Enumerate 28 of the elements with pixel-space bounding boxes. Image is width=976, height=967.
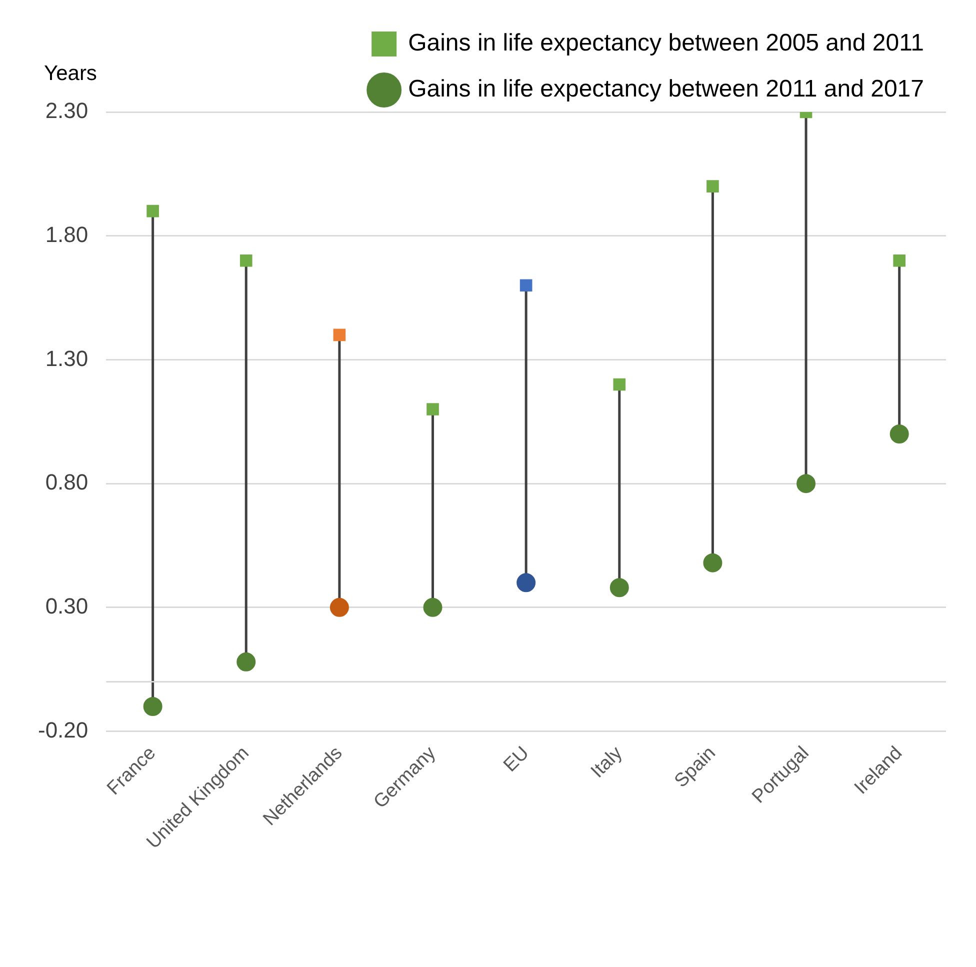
point bbox=[516, 573, 536, 592]
y-tick-label: 0.80 bbox=[45, 470, 88, 495]
point bbox=[703, 553, 722, 572]
y-tick-label: 1.80 bbox=[45, 222, 88, 247]
point bbox=[146, 204, 159, 218]
point bbox=[610, 578, 629, 598]
x-tick-label: EU bbox=[500, 742, 534, 776]
x-tick-label: Italy bbox=[587, 742, 627, 782]
point bbox=[330, 598, 349, 617]
y-tick-label: 0.30 bbox=[45, 593, 88, 618]
y-tick-label: -0.20 bbox=[38, 717, 88, 742]
legend-label: Gains in life expectancy between 2011 and 2017 bbox=[408, 76, 924, 103]
y-axis-title: Years bbox=[44, 62, 97, 86]
point bbox=[333, 328, 346, 342]
point bbox=[240, 254, 252, 267]
point bbox=[236, 652, 256, 672]
point bbox=[423, 598, 442, 617]
legend-label: Gains in life expectancy between 2005 and 2011 bbox=[408, 30, 924, 57]
point bbox=[520, 279, 532, 292]
point bbox=[706, 180, 719, 192]
point bbox=[890, 424, 909, 444]
y-tick-label: 2.30 bbox=[45, 98, 88, 124]
point bbox=[893, 254, 906, 267]
point bbox=[796, 474, 816, 494]
point bbox=[143, 697, 162, 716]
point bbox=[613, 378, 626, 391]
y-tick-label: 1.30 bbox=[45, 346, 88, 371]
point bbox=[426, 403, 439, 416]
